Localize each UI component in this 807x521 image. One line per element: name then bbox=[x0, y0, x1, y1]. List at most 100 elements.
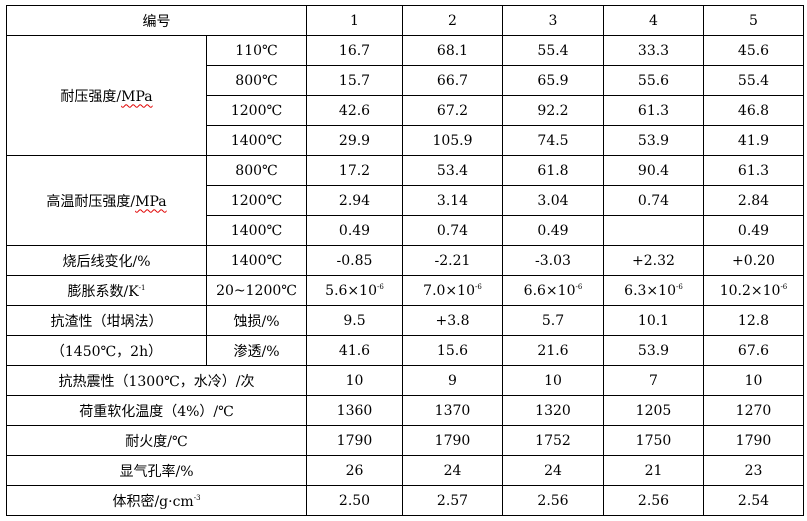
table-cell: 荷重软化温度（4%）/℃ bbox=[6, 395, 307, 426]
table-cell: 抗渣性（坩埚法） bbox=[6, 305, 207, 336]
superscript: -6 bbox=[376, 282, 384, 291]
table-row: 膨胀系数/K-1 20~1200℃ 5.6×10-6 7.0×10 -6 6.6×10 -6… bbox=[6, 275, 804, 306]
table-cell: 61.3 bbox=[603, 95, 704, 126]
table-cell: 1200℃ bbox=[206, 185, 307, 216]
cell-text: 1400℃ bbox=[230, 222, 283, 239]
cell-text: 20~1200℃ bbox=[216, 282, 297, 299]
table-cell: 9 bbox=[402, 365, 503, 396]
cell-text: 0.49 bbox=[737, 222, 770, 239]
table-cell: 33.3 bbox=[603, 35, 704, 66]
cell-text: 33.3 bbox=[637, 42, 670, 59]
cell-text: 4 bbox=[649, 12, 658, 29]
table-cell: 53.4 bbox=[402, 155, 503, 186]
cell-text: 1400℃ bbox=[230, 252, 283, 269]
table-cell: 61.8 bbox=[502, 155, 604, 186]
table-cell: 1790 bbox=[306, 425, 403, 456]
table-cell: 53.9 bbox=[603, 335, 704, 366]
cell-text: 800℃ bbox=[235, 72, 278, 89]
table-cell: 10.1 bbox=[603, 305, 704, 336]
table-cell: 显气孔率/% bbox=[6, 455, 307, 486]
cell-text: 23 bbox=[744, 462, 763, 479]
superscript: -6 bbox=[675, 282, 683, 291]
cell-text: 2.57 bbox=[436, 492, 469, 509]
cell-text: 高温耐压强度/ bbox=[46, 193, 136, 210]
cell-text: 16.7 bbox=[338, 42, 371, 59]
table-cell: 20~1200℃ bbox=[206, 275, 307, 306]
table-cell: +3.8 bbox=[402, 305, 503, 336]
table-cell: 体积密/g·cm-3 bbox=[6, 485, 307, 516]
cell-text: 66.7 bbox=[436, 72, 469, 89]
table-cell: 2.54 bbox=[703, 485, 804, 516]
header-cell: 编号 bbox=[6, 5, 307, 36]
cell-text: 9 bbox=[448, 372, 457, 389]
table-cell: 1205 bbox=[603, 395, 704, 426]
cell-text: 抗热震性（1300℃，水冷）/次 bbox=[58, 373, 255, 390]
cell-text: 5 bbox=[749, 12, 758, 29]
table-cell: 0.74 bbox=[402, 215, 503, 246]
cell-text: 46.8 bbox=[737, 102, 770, 119]
cell-text: 渗透/% bbox=[233, 343, 280, 360]
table-cell: 10.2×10-6 bbox=[703, 275, 804, 306]
cell-text: 68.1 bbox=[436, 42, 469, 59]
table-cell: 67.2 bbox=[402, 95, 503, 126]
table-cell: 65.9 bbox=[502, 65, 604, 96]
table-cell: 2.56 bbox=[502, 485, 604, 516]
cell-text: 55.6 bbox=[637, 72, 670, 89]
cell-text: 7 bbox=[649, 372, 658, 389]
table-cell: 29.9 bbox=[306, 125, 403, 156]
table-cell: 5.6×10-6 bbox=[306, 275, 403, 306]
cell-text: +3.8 bbox=[435, 312, 470, 329]
table-cell: 41.6 bbox=[306, 335, 403, 366]
cell-text: 10 bbox=[544, 372, 562, 389]
table-cell: -0.85 bbox=[306, 245, 403, 276]
cell-text: 21 bbox=[644, 462, 663, 479]
cell-text: 1790 bbox=[434, 432, 471, 449]
table-row: 抗热震性（1300℃，水冷）/次 10 9 10 7 10 bbox=[6, 365, 804, 396]
table-cell: 24 bbox=[502, 455, 604, 486]
cell-text: 膨胀系数/K bbox=[67, 283, 139, 300]
cell-text: 45.6 bbox=[737, 42, 770, 59]
cell-text: 1200℃ bbox=[230, 192, 283, 209]
table-cell: 105.9 bbox=[402, 125, 503, 156]
cell-text: 6.6×10 bbox=[523, 282, 576, 299]
cell-text: 1790 bbox=[336, 432, 373, 449]
cell-text: 110℃ bbox=[235, 42, 278, 59]
table-cell: 12.8 bbox=[703, 305, 804, 336]
table-cell: 1750 bbox=[603, 425, 704, 456]
table-cell: 0.49 bbox=[502, 215, 604, 246]
table-row: 800℃ 15.7 66.7 65.9 55.6 55.4 bbox=[7, 65, 804, 96]
table-cell: （1450℃，2h） bbox=[6, 335, 207, 366]
cell-text: 7.0×10 bbox=[423, 282, 475, 299]
table-cell: 74.5 bbox=[502, 125, 604, 156]
table-cell: 1360 bbox=[306, 395, 403, 426]
table-cell: 抗热震性（1300℃，水冷）/次 bbox=[6, 365, 307, 396]
superscript: -1 bbox=[138, 283, 146, 292]
table-row: 1400℃ 29.9 105.9 74.5 53.9 41.9 bbox=[7, 125, 804, 156]
header-cell: 5 bbox=[703, 5, 804, 36]
cell-text: 41.9 bbox=[737, 132, 770, 149]
cell-text: 53.9 bbox=[637, 132, 670, 149]
table-row: 高温耐压强度/MPa 800℃ 17.2 53.4 61.8 90.4 61.3 bbox=[6, 155, 804, 246]
cell-text: -2.21 bbox=[434, 252, 471, 269]
table-cell: 23 bbox=[703, 455, 804, 486]
table-cell: 66.7 bbox=[402, 65, 503, 96]
cell-text: 1360 bbox=[336, 402, 373, 419]
table-cell: 2.57 bbox=[402, 485, 503, 516]
unit-text: MPa bbox=[135, 193, 167, 210]
cell-text: 1320 bbox=[535, 402, 571, 419]
table-cell: 24 bbox=[402, 455, 503, 486]
table-cell: 2.84 bbox=[703, 185, 804, 216]
table-cell: 53.9 bbox=[603, 125, 704, 156]
cell-text: 9.5 bbox=[343, 312, 366, 329]
table-cell bbox=[603, 215, 704, 246]
cell-text: 67.6 bbox=[737, 342, 770, 359]
cell-text: 2.56 bbox=[537, 492, 569, 509]
cell-text: 17.2 bbox=[338, 162, 371, 179]
header-cell: 4 bbox=[603, 5, 704, 36]
header-row: 编号 1 2 3 4 5 bbox=[6, 5, 804, 36]
table-cell: 蚀损/% bbox=[206, 305, 307, 336]
cell-text: 1400℃ bbox=[230, 132, 283, 149]
table-row: 体积密/g·cm-3 2.50 2.57 2.56 2.56 2.54 bbox=[6, 485, 804, 516]
cell-text: -3.03 bbox=[535, 252, 571, 269]
table-cell: 10 bbox=[306, 365, 403, 396]
